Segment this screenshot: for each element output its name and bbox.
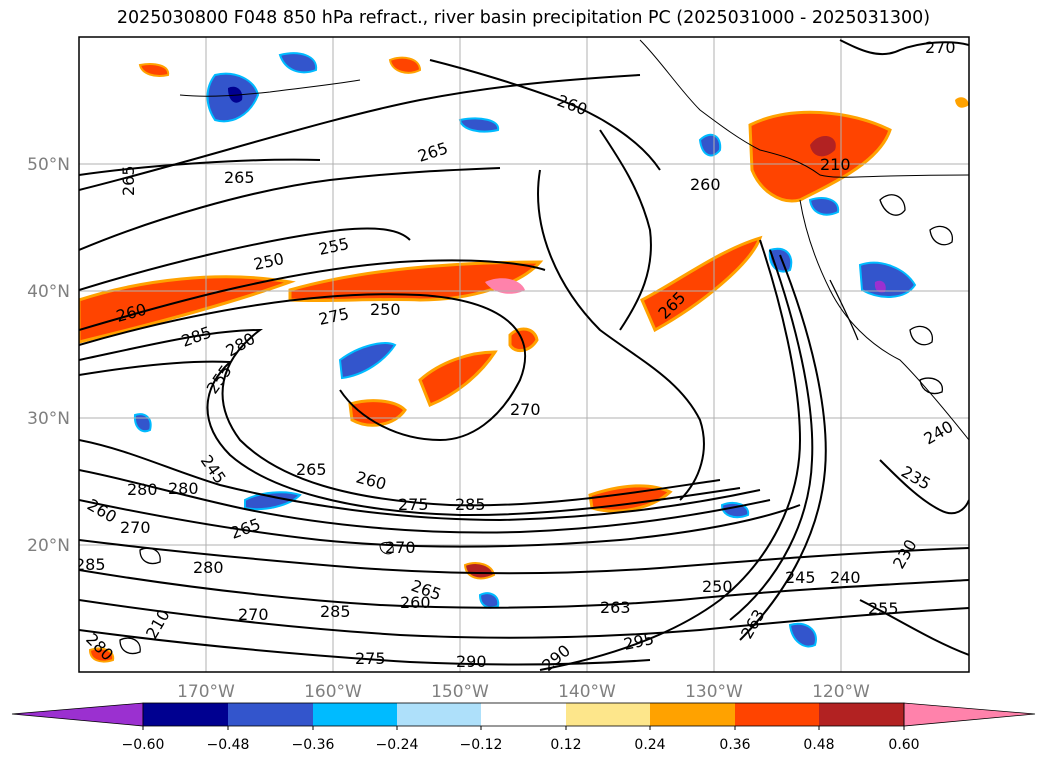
colorbar-segment	[143, 703, 228, 726]
colorbar-tick-label: −0.48	[207, 737, 250, 753]
positive-pc-shading	[79, 56, 969, 663]
contour-label: 280	[193, 558, 224, 577]
colorbar-tick-label: −0.12	[460, 737, 503, 753]
contour-label: 285	[455, 495, 486, 514]
contour-label: 270	[120, 518, 151, 537]
lat-label-20n: 20°N	[27, 536, 70, 556]
colorbar-tick-label: 0.48	[803, 737, 834, 753]
colorbar-tick-label: −0.60	[122, 737, 165, 753]
contour-label: 260	[400, 593, 431, 612]
contour-label: 280	[127, 480, 158, 499]
map-title: 2025030800 F048 850 hPa refract., river …	[116, 8, 931, 28]
contour-label: 210	[820, 155, 851, 174]
colorbar: −0.60 −0.48 −0.36 −0.24 −0.12 0.12 0.24 …	[11, 702, 1036, 753]
colorbar-low-extend	[11, 702, 144, 727]
contour-label: 270	[238, 605, 269, 624]
contour-label: 260	[690, 175, 721, 194]
colorbar-segment	[481, 703, 566, 726]
colorbar-tick-label: −0.24	[376, 737, 419, 753]
colorbar-segment	[735, 703, 819, 726]
lon-label-140w: 140°W	[558, 682, 616, 702]
contour-label: 270	[385, 538, 416, 557]
coastlines	[179, 39, 969, 555]
colorbar-segment	[650, 703, 735, 726]
map-frame	[78, 36, 970, 673]
colorbar-segment	[313, 703, 397, 726]
contour-label: 275	[398, 495, 429, 514]
colorbar-tick-label: 0.36	[719, 737, 750, 753]
longitude-labels: 170°W 160°W 150°W 140°W 130°W 120°W	[177, 682, 870, 702]
colorbar-tick-label: 0.60	[888, 737, 919, 753]
colorbar-segment	[566, 703, 650, 726]
lat-label-40n: 40°N	[27, 282, 70, 302]
colorbar-high-extend	[903, 702, 1036, 727]
contour-label: 240	[830, 568, 861, 587]
colorbar-segment	[819, 703, 904, 726]
contour-label: 270	[925, 38, 956, 57]
contour-label: 250	[370, 300, 401, 319]
refractivity-contours	[79, 39, 969, 671]
contour-label: 285	[75, 555, 106, 574]
contour-label: 265	[224, 168, 255, 187]
contour-label: 265	[119, 165, 138, 196]
colorbar-tick-label: 0.24	[634, 737, 665, 753]
contour-label: 290	[456, 652, 487, 671]
lon-label-170w: 170°W	[177, 682, 235, 702]
lon-label-120w: 120°W	[812, 682, 870, 702]
contour-label: 270	[510, 400, 541, 419]
negative-pc-shading	[133, 52, 917, 648]
lon-label-160w: 160°W	[304, 682, 362, 702]
colorbar-tick-label: −0.36	[292, 737, 335, 753]
contour-label: 285	[320, 602, 351, 621]
colorbar-segment	[397, 703, 481, 726]
contour-label: 250	[702, 577, 733, 596]
graticule	[79, 37, 969, 672]
colorbar-tick-label: 0.12	[550, 737, 581, 753]
contour-label: 280	[168, 479, 199, 498]
contour-label: 263	[600, 598, 631, 617]
small-contours	[119, 194, 953, 655]
latitude-labels: 50°N 40°N 30°N 20°N	[27, 155, 70, 556]
contour-label: 245	[785, 568, 816, 587]
contour-label: 255	[868, 599, 899, 618]
lat-label-50n: 50°N	[27, 155, 70, 175]
lat-label-30n: 30°N	[27, 409, 70, 429]
contour-label: 265	[296, 460, 327, 479]
lon-label-130w: 130°W	[685, 682, 743, 702]
lon-label-150w: 150°W	[431, 682, 489, 702]
colorbar-segment	[228, 703, 313, 726]
contour-label: 275	[355, 649, 386, 668]
